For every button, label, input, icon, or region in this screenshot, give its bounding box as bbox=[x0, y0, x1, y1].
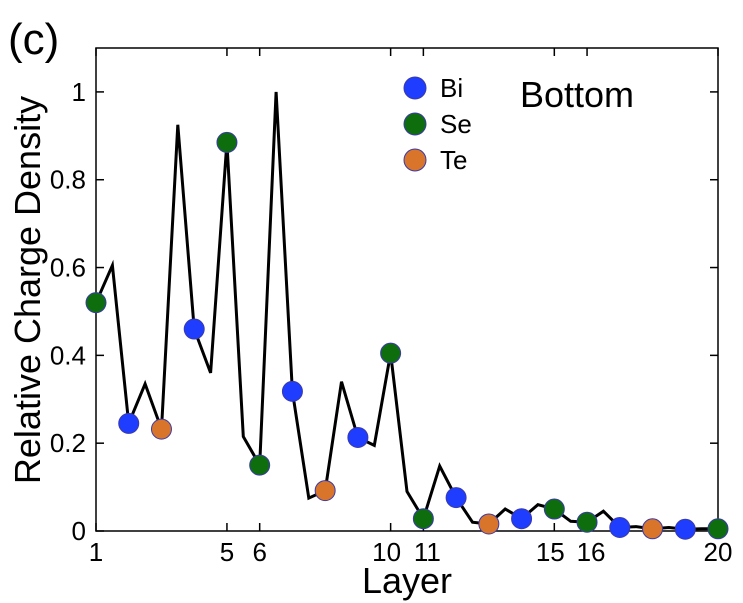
y-tick-label: 0.8 bbox=[50, 165, 86, 195]
marker-se bbox=[576, 511, 598, 533]
marker-te bbox=[478, 513, 500, 535]
plot-frame bbox=[95, 47, 719, 532]
y-tick-label: 0.6 bbox=[50, 253, 86, 283]
marker-se bbox=[543, 498, 565, 520]
x-tick-label: 20 bbox=[704, 537, 733, 567]
marker-se bbox=[380, 342, 402, 364]
legend-label-se: Se bbox=[440, 109, 472, 139]
legend-marker-te bbox=[403, 148, 427, 172]
marker-te bbox=[314, 480, 336, 502]
marker-te bbox=[150, 418, 172, 440]
x-tick-label: 11 bbox=[414, 537, 441, 567]
x-tick-label: 10 bbox=[372, 537, 401, 567]
x-axis-label: Layer bbox=[362, 560, 452, 601]
marker-te bbox=[642, 518, 664, 540]
marker-bi bbox=[445, 487, 467, 509]
y-tick-label: 1 bbox=[72, 77, 86, 107]
marker-bi bbox=[281, 380, 303, 402]
legend: Bi Se Te bbox=[403, 73, 472, 175]
bottom-annotation: Bottom bbox=[520, 74, 634, 115]
marker-bi bbox=[609, 516, 631, 538]
marker-bi bbox=[118, 412, 140, 434]
legend-label-te: Te bbox=[440, 145, 467, 175]
y-axis-label: Relative Charge Density bbox=[7, 96, 48, 484]
y-axis-ticks: 0 0.2 0.4 0.6 0.8 1 bbox=[50, 77, 718, 546]
x-tick-label: 15 bbox=[536, 537, 565, 567]
marker-se bbox=[707, 518, 729, 540]
marker-bi bbox=[674, 518, 696, 540]
panel-label: (c) bbox=[8, 15, 59, 64]
x-axis-ticks: 1 5 6 10 11 15 16 20 bbox=[89, 48, 733, 567]
legend-marker-se bbox=[403, 112, 427, 136]
y-tick-label: 0.4 bbox=[50, 340, 86, 370]
y-tick-label: 0 bbox=[72, 516, 86, 546]
marker-se bbox=[85, 292, 107, 314]
marker-bi bbox=[347, 426, 369, 448]
x-tick-label: 5 bbox=[220, 537, 234, 567]
marker-se bbox=[412, 508, 434, 530]
marker-se bbox=[249, 454, 271, 476]
x-tick-label: 6 bbox=[252, 537, 266, 567]
marker-bi bbox=[183, 318, 205, 340]
y-tick-label: 0.2 bbox=[50, 428, 86, 458]
marker-bi bbox=[511, 508, 533, 530]
x-tick-label: 16 bbox=[577, 537, 606, 567]
x-tick-label: 1 bbox=[89, 537, 103, 567]
legend-label-bi: Bi bbox=[440, 73, 463, 103]
legend-marker-bi bbox=[403, 76, 427, 100]
marker-se bbox=[216, 131, 238, 153]
element-markers bbox=[85, 131, 729, 540]
